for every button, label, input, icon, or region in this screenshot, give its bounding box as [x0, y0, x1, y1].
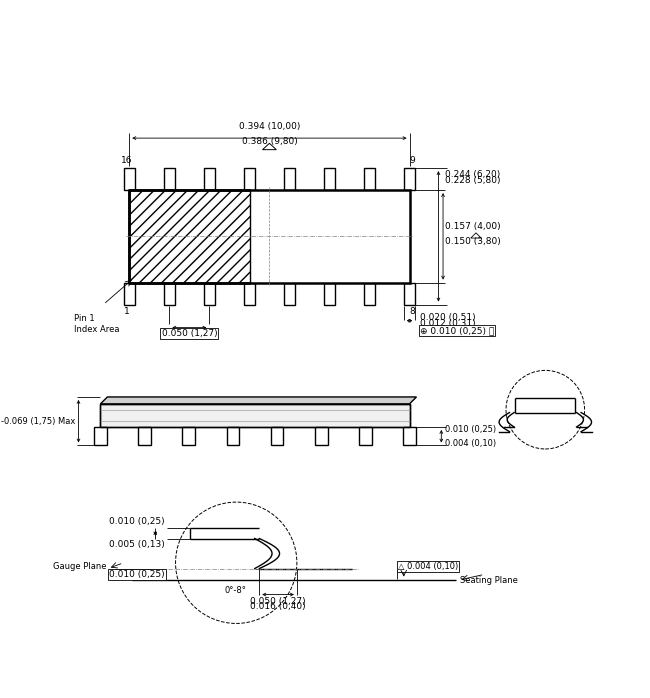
- Bar: [164, 168, 175, 190]
- Text: 0.244 (6,20): 0.244 (6,20): [445, 170, 501, 179]
- Text: 0.020 (0,51): 0.020 (0,51): [420, 313, 476, 322]
- Text: 0.005 (0,13): 0.005 (0,13): [109, 540, 165, 549]
- Text: 0.050 (1,27): 0.050 (1,27): [250, 597, 306, 606]
- Bar: [315, 427, 328, 445]
- Text: 0.012 (0,31): 0.012 (0,31): [420, 318, 476, 327]
- Text: 0.050 (1,27): 0.050 (1,27): [162, 329, 217, 338]
- Text: 8: 8: [410, 307, 415, 316]
- Bar: [324, 168, 335, 190]
- Text: -0.069 (1,75) Max: -0.069 (1,75) Max: [1, 417, 75, 426]
- Text: 0.228 (5,80): 0.228 (5,80): [445, 177, 501, 185]
- Bar: [364, 283, 375, 304]
- Bar: [124, 168, 135, 190]
- Bar: [244, 283, 255, 304]
- Text: ⊕ 0.010 (0,25) Ⓜ: ⊕ 0.010 (0,25) Ⓜ: [420, 326, 494, 335]
- Bar: [404, 283, 415, 304]
- Text: 0.010 (0,25): 0.010 (0,25): [109, 570, 164, 579]
- Bar: [403, 427, 416, 445]
- Text: 1: 1: [124, 307, 129, 316]
- Bar: [283, 283, 295, 304]
- Bar: [129, 190, 250, 283]
- Text: 0.010 (0,25): 0.010 (0,25): [109, 517, 164, 526]
- Text: 16: 16: [121, 156, 132, 165]
- Bar: [283, 168, 295, 190]
- Bar: [270, 427, 283, 445]
- Bar: [164, 283, 175, 304]
- Bar: [124, 283, 135, 304]
- Text: 0.386 (9,80): 0.386 (9,80): [242, 137, 297, 146]
- Text: 0°-8°: 0°-8°: [225, 586, 246, 595]
- Polygon shape: [101, 397, 417, 404]
- Text: 0.157 (4,00): 0.157 (4,00): [445, 221, 501, 230]
- Text: △ 0.004 (0,10): △ 0.004 (0,10): [398, 562, 458, 571]
- Bar: [227, 427, 239, 445]
- Bar: [138, 427, 151, 445]
- Bar: [324, 283, 335, 304]
- Text: Gauge Plane: Gauge Plane: [53, 562, 106, 571]
- Bar: [183, 427, 195, 445]
- Text: 0.016 (0,40): 0.016 (0,40): [250, 602, 306, 611]
- Bar: [404, 168, 415, 190]
- Bar: [244, 168, 255, 190]
- Bar: [364, 168, 375, 190]
- Text: Seating Plane: Seating Plane: [460, 576, 518, 585]
- Text: 0.010 (0,25): 0.010 (0,25): [445, 425, 496, 434]
- Text: 0.150 (3,80): 0.150 (3,80): [445, 237, 501, 246]
- Bar: [203, 283, 215, 304]
- Text: 0.394 (10,00): 0.394 (10,00): [239, 121, 300, 131]
- Bar: [129, 190, 410, 283]
- Bar: [94, 427, 107, 445]
- Text: 9: 9: [410, 156, 415, 165]
- Text: 0.004 (0,10): 0.004 (0,10): [445, 438, 496, 447]
- Bar: [359, 427, 372, 445]
- Bar: [101, 404, 410, 427]
- Bar: [203, 168, 215, 190]
- Text: Pin 1
Index Area: Pin 1 Index Area: [75, 314, 120, 334]
